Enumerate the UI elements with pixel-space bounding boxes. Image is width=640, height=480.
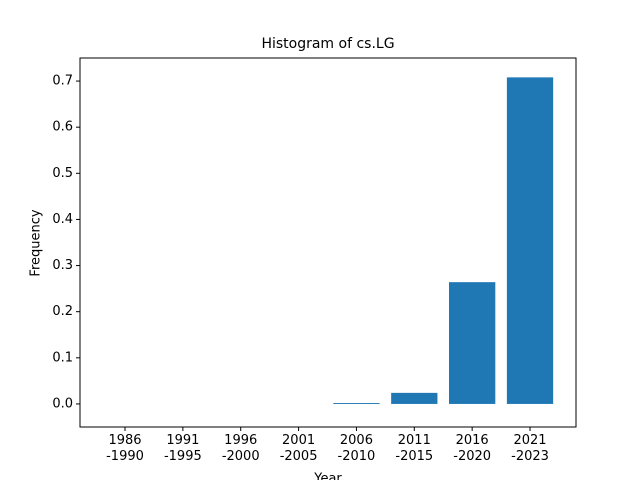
y-tick-label: 0.5 <box>52 166 73 181</box>
bar <box>449 282 496 404</box>
bar <box>391 392 438 404</box>
chart-title: Histogram of cs.LG <box>261 36 394 52</box>
x-tick-label: 1986 -1990 <box>106 433 144 464</box>
bar <box>506 77 554 404</box>
x-tick-label: 1991 -1995 <box>163 433 202 464</box>
y-tick-label: 0.6 <box>52 120 73 135</box>
x-tick-label: 2011 -2015 <box>395 433 434 464</box>
y-tick-label: 0.3 <box>52 258 73 273</box>
x-axis-label: Year <box>313 472 342 480</box>
x-tick-label: 1996 -2000 <box>221 433 260 464</box>
x-tick-label: 2001 -2005 <box>279 433 318 464</box>
x-tick-label: 2016 -2020 <box>453 433 492 464</box>
y-tick-label: 0.1 <box>52 350 73 365</box>
y-tick-label: 0.0 <box>52 396 73 411</box>
y-tick-label: 0.4 <box>52 212 73 227</box>
plot-frame <box>79 57 577 428</box>
x-tick-label: 2006 -2010 <box>337 433 376 464</box>
x-tick-label: 2021 -2023 <box>511 433 549 464</box>
y-axis-label: Frequency <box>29 209 44 276</box>
y-tick-label: 0.7 <box>52 74 73 89</box>
y-tick-label: 0.2 <box>52 304 73 319</box>
bar <box>333 403 380 404</box>
